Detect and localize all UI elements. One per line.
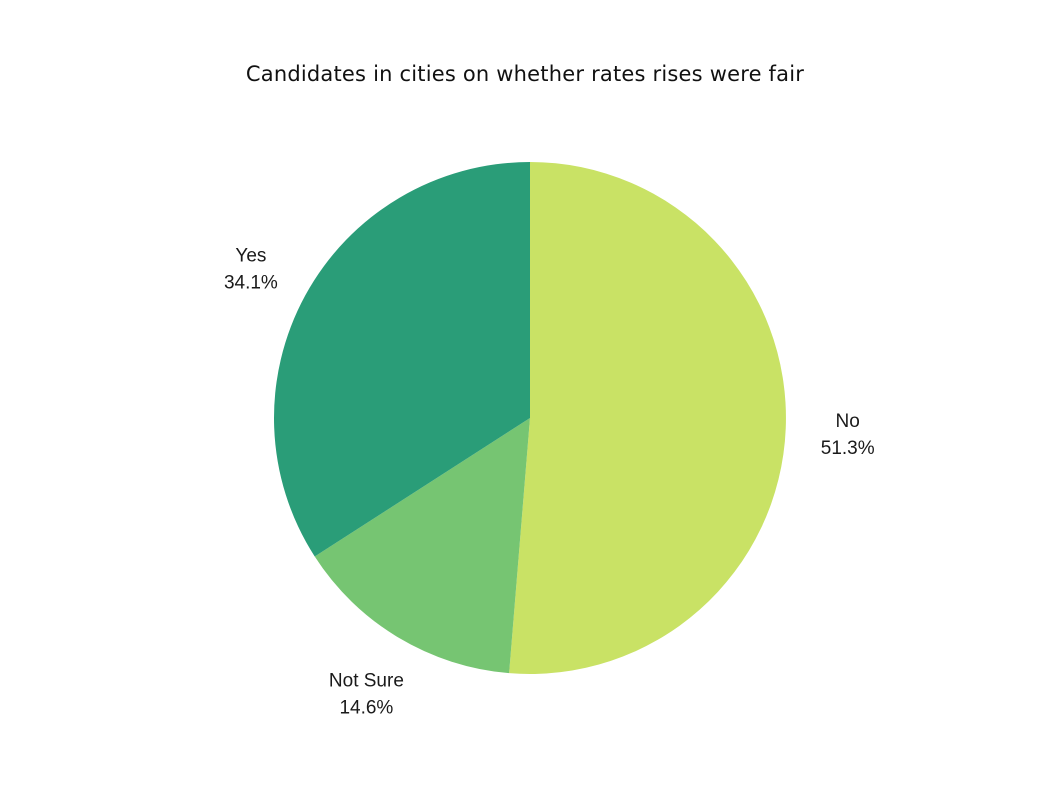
slice-label-not-sure: Not Sure 14.6%: [329, 671, 404, 719]
slice-value-label: 14.6%: [339, 698, 393, 719]
slice-value-label: 34.1%: [224, 273, 278, 294]
pie-slice-not-sure: [314, 418, 530, 674]
slice-value-label: 51.3%: [821, 438, 875, 459]
slice-category-label: No: [836, 411, 860, 432]
slice-category-label: Yes: [235, 246, 266, 267]
pie-slice-no: [509, 162, 786, 674]
slice-labels: No 51.3% Not Sure 14.6% Yes 34.1%: [224, 246, 875, 719]
slice-category-label: Not Sure: [329, 671, 404, 692]
chart-title: Candidates in cities on whether rates ri…: [245, 62, 805, 86]
slice-label-yes: Yes 34.1%: [224, 246, 278, 294]
pie-slice-yes: [273, 162, 530, 557]
pie-slices: [273, 162, 786, 674]
slice-label-no: No 51.3%: [821, 411, 875, 459]
